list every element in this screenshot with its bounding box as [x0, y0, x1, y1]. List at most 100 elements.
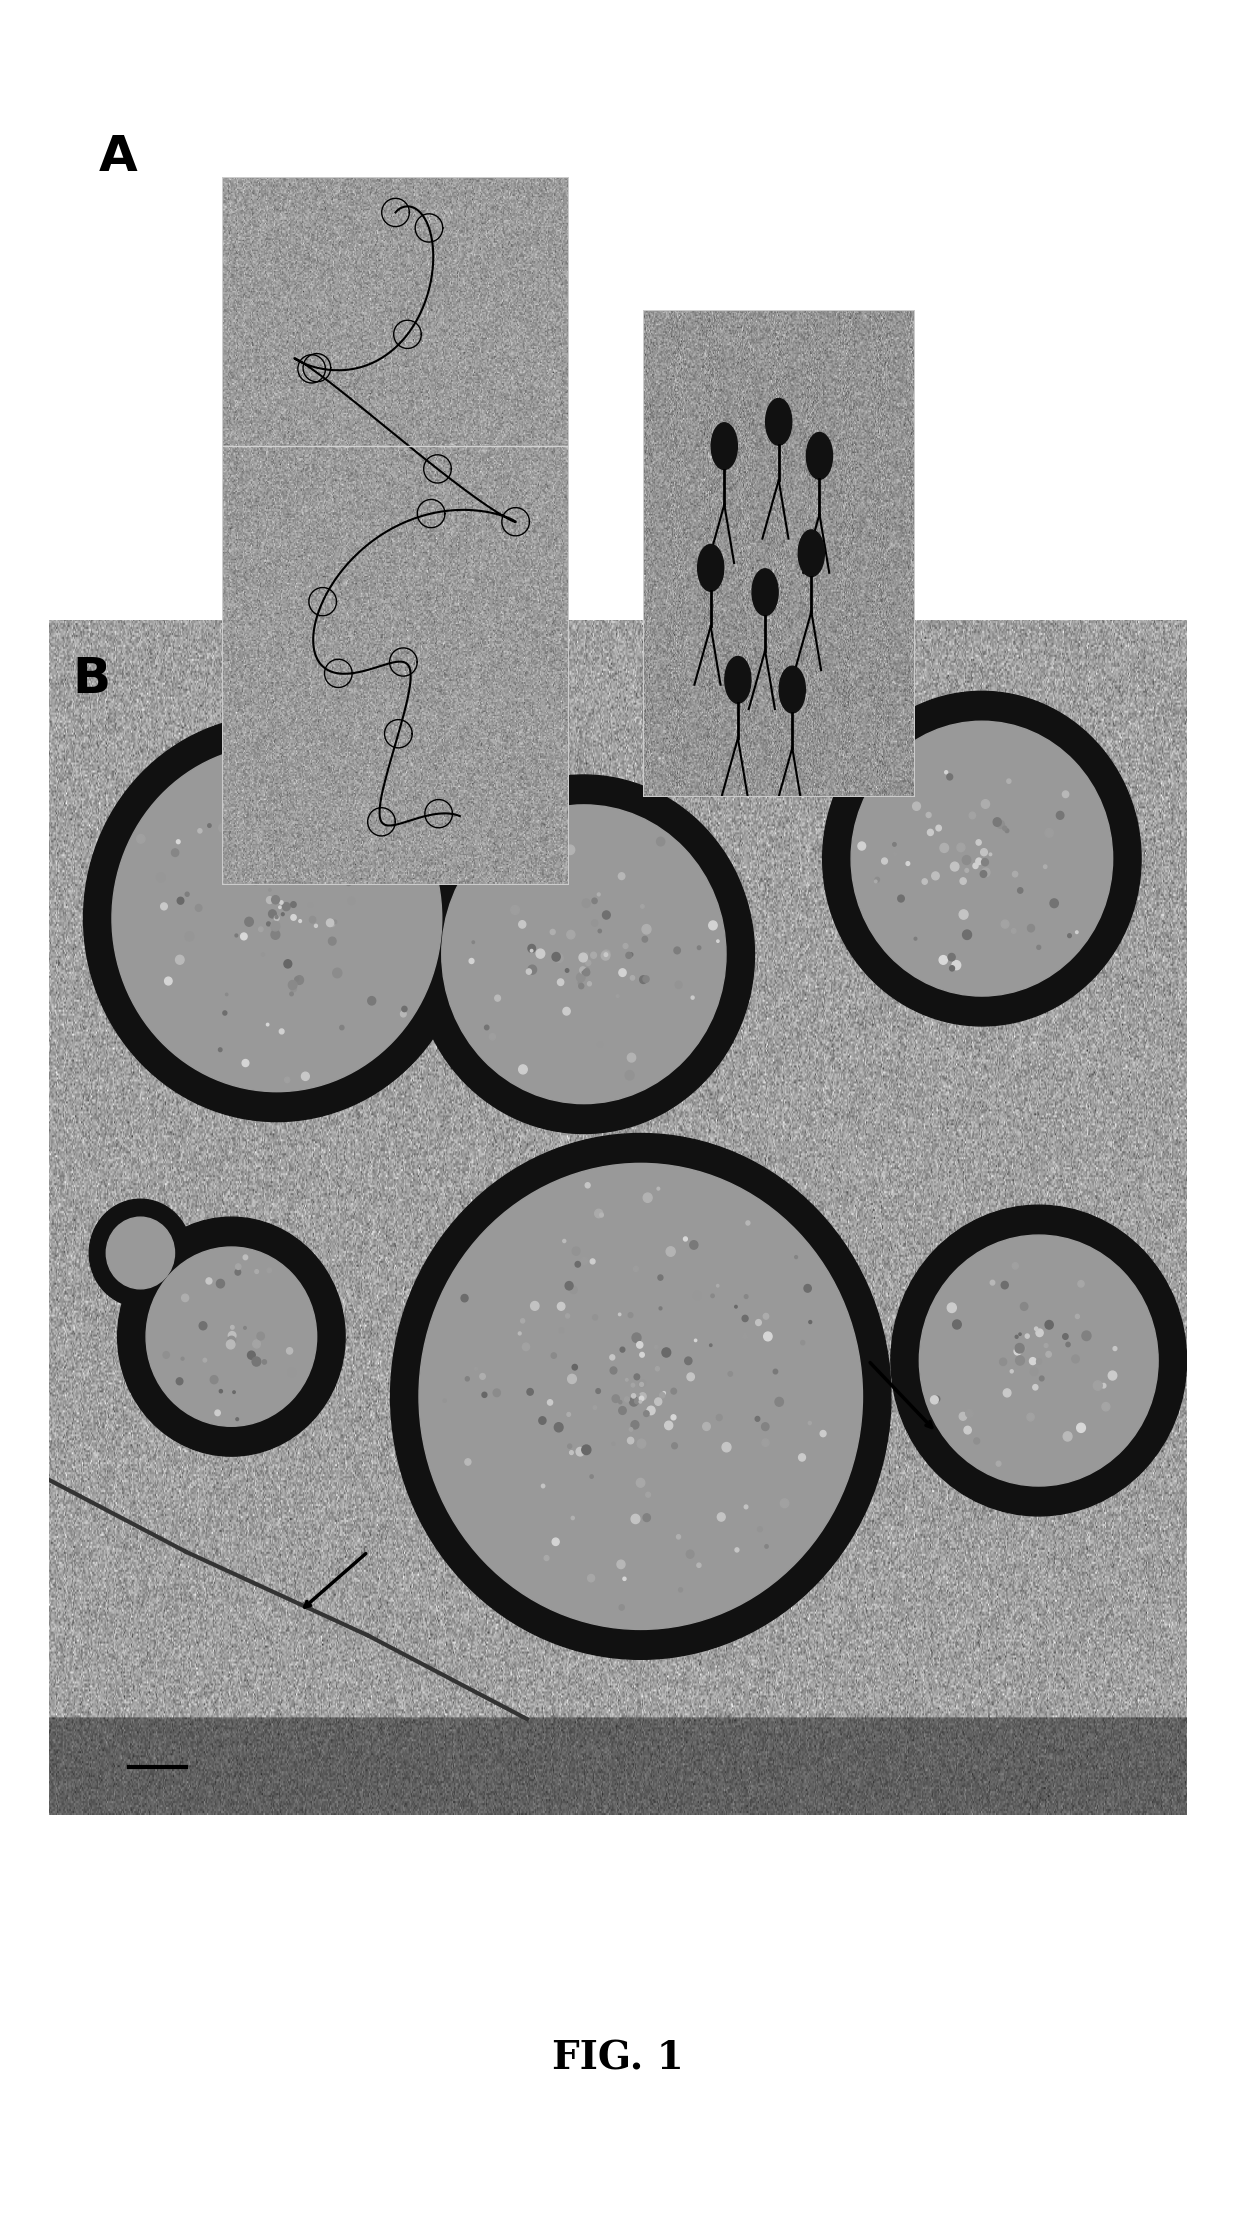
Circle shape	[195, 905, 201, 912]
Circle shape	[957, 843, 965, 852]
Circle shape	[182, 1357, 184, 1361]
Circle shape	[284, 1078, 289, 1082]
Circle shape	[1027, 1414, 1035, 1421]
Circle shape	[208, 823, 211, 828]
Circle shape	[177, 896, 184, 905]
Circle shape	[671, 1388, 676, 1394]
Circle shape	[618, 872, 625, 879]
Circle shape	[628, 1436, 634, 1443]
Circle shape	[567, 1374, 576, 1383]
Circle shape	[997, 821, 1005, 828]
Circle shape	[990, 1281, 995, 1286]
Circle shape	[926, 812, 931, 817]
Circle shape	[640, 1383, 644, 1385]
Circle shape	[1068, 934, 1072, 938]
Circle shape	[618, 1312, 620, 1315]
Circle shape	[276, 916, 278, 918]
Circle shape	[465, 1376, 470, 1381]
Circle shape	[290, 901, 297, 907]
Circle shape	[950, 863, 959, 872]
Circle shape	[225, 994, 227, 996]
Circle shape	[620, 1348, 624, 1352]
Circle shape	[276, 916, 278, 921]
Circle shape	[875, 881, 878, 883]
Circle shape	[185, 932, 194, 941]
Circle shape	[480, 1374, 486, 1379]
Circle shape	[1057, 812, 1064, 819]
Circle shape	[852, 721, 1112, 996]
Circle shape	[1044, 1343, 1048, 1348]
Circle shape	[633, 1394, 640, 1401]
Circle shape	[235, 934, 237, 936]
Circle shape	[932, 872, 939, 881]
Circle shape	[598, 929, 602, 932]
Circle shape	[697, 945, 701, 949]
Circle shape	[541, 1485, 545, 1487]
Circle shape	[980, 870, 986, 876]
Circle shape	[591, 952, 597, 958]
Circle shape	[656, 837, 665, 845]
Circle shape	[146, 1248, 316, 1427]
Circle shape	[639, 1392, 646, 1401]
Circle shape	[112, 746, 441, 1091]
Circle shape	[219, 823, 227, 832]
Circle shape	[282, 912, 284, 916]
Circle shape	[146, 1248, 316, 1427]
Circle shape	[210, 1376, 218, 1383]
Circle shape	[227, 848, 235, 854]
Circle shape	[89, 1199, 192, 1306]
Circle shape	[765, 398, 792, 445]
Bar	[231, 655, 288, 739]
Circle shape	[761, 1423, 769, 1430]
Circle shape	[1021, 1303, 1028, 1310]
Circle shape	[84, 715, 470, 1122]
Text: A: A	[99, 133, 137, 181]
Circle shape	[576, 1447, 585, 1456]
Circle shape	[583, 969, 590, 976]
Circle shape	[1011, 929, 1016, 934]
Circle shape	[806, 432, 833, 480]
Circle shape	[578, 980, 582, 985]
Circle shape	[1032, 1359, 1036, 1363]
Circle shape	[780, 1498, 789, 1507]
Circle shape	[1001, 921, 1009, 927]
Circle shape	[290, 985, 297, 991]
Circle shape	[612, 1394, 619, 1403]
Circle shape	[981, 859, 989, 865]
Circle shape	[708, 921, 717, 929]
Circle shape	[798, 529, 824, 578]
Circle shape	[177, 1379, 183, 1385]
Circle shape	[1082, 1330, 1091, 1341]
Circle shape	[634, 1374, 639, 1379]
Circle shape	[693, 1292, 701, 1299]
Circle shape	[798, 1454, 806, 1461]
Circle shape	[295, 978, 299, 980]
Circle shape	[267, 1268, 272, 1272]
Circle shape	[637, 1396, 640, 1401]
Circle shape	[711, 1295, 714, 1297]
Circle shape	[182, 1295, 189, 1301]
Circle shape	[582, 972, 585, 974]
Circle shape	[920, 1235, 1158, 1487]
Circle shape	[1005, 830, 1009, 832]
Circle shape	[1014, 1348, 1021, 1354]
Circle shape	[400, 1011, 407, 1018]
Circle shape	[520, 1319, 524, 1323]
Circle shape	[279, 1029, 284, 1033]
Circle shape	[976, 859, 983, 865]
Circle shape	[751, 569, 779, 615]
Circle shape	[598, 1042, 603, 1047]
Circle shape	[1007, 779, 1011, 783]
Circle shape	[676, 1534, 681, 1538]
Circle shape	[634, 1266, 638, 1272]
Circle shape	[604, 954, 608, 956]
Circle shape	[585, 952, 588, 956]
Circle shape	[875, 876, 880, 883]
Circle shape	[808, 1321, 812, 1323]
Circle shape	[441, 806, 726, 1104]
Circle shape	[662, 1392, 665, 1394]
Circle shape	[257, 1332, 265, 1339]
Circle shape	[252, 1357, 261, 1365]
Circle shape	[567, 1412, 571, 1416]
Circle shape	[858, 841, 865, 850]
